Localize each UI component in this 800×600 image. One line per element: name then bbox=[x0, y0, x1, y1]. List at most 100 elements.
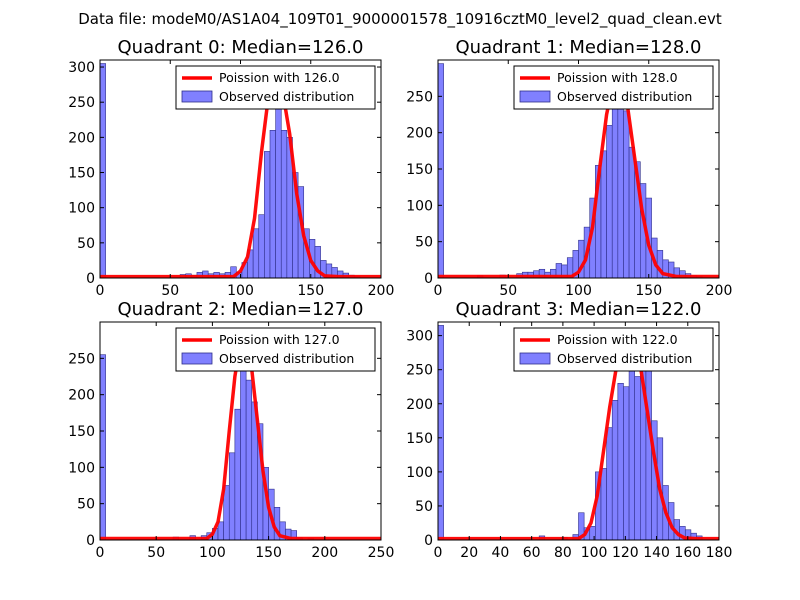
x-tick-label: 200 bbox=[311, 545, 338, 561]
y-tick-label: 100 bbox=[406, 198, 433, 214]
x-tick-label: 80 bbox=[554, 545, 572, 561]
x-tick-label: 0 bbox=[96, 283, 105, 299]
x-tick-label: 160 bbox=[674, 545, 701, 561]
y-tick-label: 200 bbox=[406, 397, 433, 413]
x-tick-label: 100 bbox=[199, 545, 226, 561]
x-tick-label: 140 bbox=[643, 545, 670, 561]
y-tick-label: 250 bbox=[406, 363, 433, 379]
x-tick-label: 150 bbox=[255, 545, 282, 561]
legend-line-label: Poission with 128.0 bbox=[557, 70, 678, 85]
subplot-grid: Quadrant 0: Median=126.00 50 100 150 2000501… bbox=[68, 37, 732, 561]
x-tick-label: 200 bbox=[368, 283, 395, 299]
x-tick-label: 150 bbox=[297, 283, 324, 299]
y-tick-label: 150 bbox=[406, 431, 433, 447]
histogram-bar bbox=[611, 88, 619, 278]
histogram-bar bbox=[634, 376, 641, 540]
legend-line-label: Poission with 122.0 bbox=[557, 332, 678, 347]
x-tick-label: 250 bbox=[368, 545, 395, 561]
legend: Poission with 122.0 Observed distribution bbox=[513, 327, 714, 372]
x-tick-label: 100 bbox=[227, 283, 254, 299]
y-tick-label: 200 bbox=[68, 388, 95, 404]
histogram-bar bbox=[290, 530, 297, 540]
histogram-bar bbox=[623, 386, 630, 540]
histogram-bar bbox=[100, 63, 106, 278]
histogram-bar bbox=[578, 512, 585, 540]
x-tick-label: 0 bbox=[434, 545, 443, 561]
legend-bar-label: Observed distribution bbox=[557, 89, 692, 104]
y-tick-label: 150 bbox=[68, 166, 95, 182]
y-tick-label: 200 bbox=[406, 126, 433, 142]
y-tick-label: 300 bbox=[68, 60, 95, 76]
legend-bar-label: Observed distribution bbox=[557, 351, 692, 366]
quadrant-3-title: Quadrant 3: Median=122.0 bbox=[456, 299, 702, 320]
histogram-bar bbox=[438, 63, 444, 278]
y-tick-label: 100 bbox=[68, 460, 95, 476]
y-tick-label: 0 bbox=[86, 533, 95, 549]
y-tick-label: 100 bbox=[406, 465, 433, 481]
x-tick-label: 20 bbox=[460, 545, 478, 561]
y-tick-label: 150 bbox=[406, 162, 433, 178]
y-tick-label: 100 bbox=[68, 201, 95, 217]
x-tick-label: 100 bbox=[581, 545, 608, 561]
histogram-bar bbox=[438, 325, 444, 540]
histogram-bar bbox=[280, 130, 288, 278]
x-tick-label: 100 bbox=[565, 283, 592, 299]
legend-bar-label: Observed distribution bbox=[219, 89, 354, 104]
y-tick-label: 250 bbox=[68, 351, 95, 367]
quadrant-2-panel: Quadrant 2: Median=127.0 0 50 100 150 200 250 0… bbox=[68, 299, 394, 561]
y-tick-label: 0 bbox=[424, 271, 433, 287]
histogram-bar bbox=[628, 146, 636, 278]
y-tick-label: 50 bbox=[77, 497, 95, 513]
x-tick-label: 0 bbox=[96, 545, 105, 561]
histogram-bar bbox=[228, 452, 236, 540]
y-tick-label: 200 bbox=[68, 130, 95, 146]
x-tick-label: 60 bbox=[523, 545, 541, 561]
y-tick-label: 50 bbox=[415, 499, 433, 515]
legend: Poission with 128.0 Observed distribution bbox=[513, 65, 714, 110]
x-tick-label: 150 bbox=[635, 283, 662, 299]
x-tick-label: 50 bbox=[147, 545, 165, 561]
y-tick-label: 250 bbox=[406, 89, 433, 105]
x-tick-label: 40 bbox=[492, 545, 510, 561]
quadrant-3-panel: Quadrant 3: Median=122.00 20 40 60 80 100 120 1… bbox=[406, 299, 732, 561]
histogram-bar bbox=[606, 125, 613, 278]
x-tick-label: 180 bbox=[706, 545, 733, 561]
x-tick-label: 50 bbox=[161, 283, 179, 299]
legend-bar-swatch bbox=[519, 90, 551, 103]
histogram-bar bbox=[611, 400, 619, 540]
legend-bar-swatch bbox=[181, 352, 213, 365]
y-tick-label: 0 bbox=[86, 271, 95, 287]
x-tick-label: 120 bbox=[612, 545, 639, 561]
histogram-bars bbox=[100, 63, 361, 278]
x-tick-label: 200 bbox=[706, 283, 733, 299]
y-tick-label: 250 bbox=[68, 95, 95, 111]
legend-line-label: Poission with 127.0 bbox=[219, 332, 340, 347]
histogram-bar bbox=[234, 408, 241, 540]
legend-bar-swatch bbox=[181, 90, 213, 103]
y-tick-label: 50 bbox=[415, 235, 433, 251]
histogram-bar bbox=[264, 151, 271, 278]
histogram-bar bbox=[245, 379, 253, 540]
histogram-bar bbox=[606, 427, 613, 540]
quadrant-0-panel: Quadrant 0: Median=126.0 0 50 100 150 200 0 50 1… bbox=[68, 37, 394, 299]
legend-bar-swatch bbox=[519, 352, 551, 365]
histogram-bar bbox=[252, 228, 260, 278]
y-tick-label: 0 bbox=[424, 533, 433, 549]
x-tick-label: 0 bbox=[434, 283, 443, 299]
x-tick-label: 50 bbox=[499, 283, 517, 299]
y-tick-label: 300 bbox=[406, 329, 433, 345]
histogram-bar bbox=[617, 383, 624, 540]
histogram-bar bbox=[258, 214, 265, 278]
histogram-bar bbox=[623, 110, 630, 278]
histogram-bar bbox=[645, 369, 652, 540]
legend-line-label: Poission with 126.0 bbox=[219, 70, 340, 85]
histogram-bar bbox=[600, 150, 607, 278]
axes-frame bbox=[437, 321, 720, 541]
histogram-bars bbox=[100, 343, 314, 540]
y-tick-label: 50 bbox=[77, 236, 95, 252]
histogram-bar bbox=[100, 354, 106, 540]
y-tick-label: 150 bbox=[68, 424, 95, 440]
histogram-bar bbox=[600, 468, 607, 540]
histogram-bar bbox=[217, 521, 224, 540]
